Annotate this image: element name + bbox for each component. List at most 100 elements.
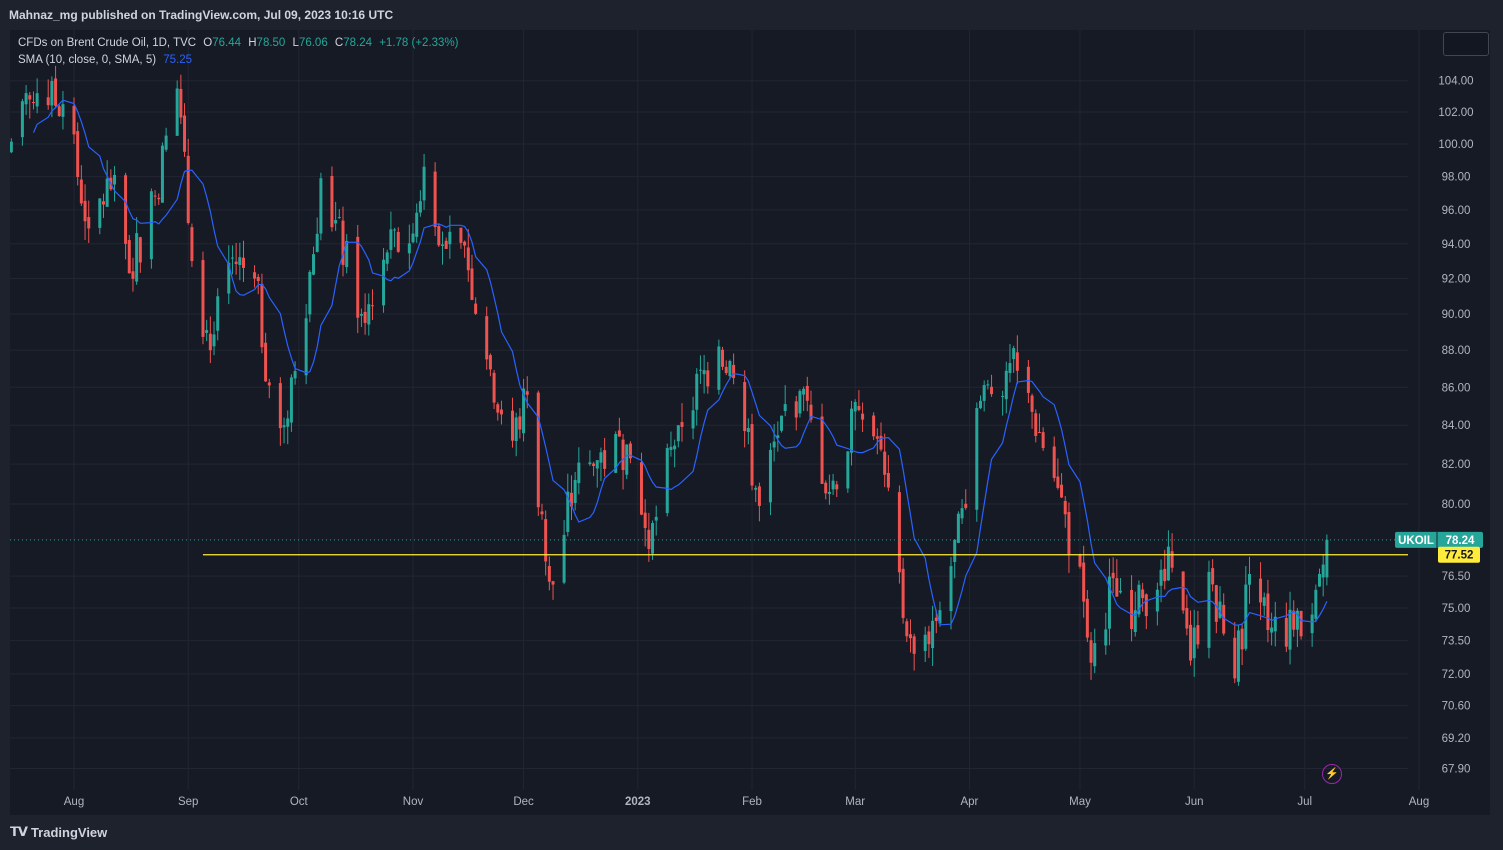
candle [746,418,750,445]
candle-body [1037,432,1041,434]
candle [1270,612,1274,646]
candle-body [805,385,809,401]
candle [923,626,927,662]
candle-body [669,446,673,450]
candle-body [1181,571,1185,611]
candle-body [820,416,824,484]
candle-body [1273,616,1277,632]
candle [872,412,876,440]
candle [824,480,828,500]
candle [544,510,548,576]
overlays: UKOIL 78.24 77.52 [10,531,1483,563]
candle [20,98,24,146]
candle [691,396,695,440]
time-tick-label: May [1069,796,1091,808]
time-tick-label: Feb [742,796,762,808]
candle-body [1144,594,1148,617]
chart-pane[interactable]: UKOIL 78.24 77.52 104.00 102.00 100.00 98.00 9… [10,30,1490,815]
candle [101,193,105,218]
candle-body [886,473,890,488]
candle [334,201,338,231]
candle-body [750,424,754,486]
candle [363,293,367,335]
candle-body [639,462,643,515]
last-price-label: 78.24 [1446,535,1475,547]
candle-body [547,565,551,582]
candle [698,355,702,384]
candle [1001,390,1005,416]
candle [1030,393,1034,429]
candle [382,247,386,313]
candle-body [956,513,960,543]
candle [514,412,518,457]
candle [536,390,540,517]
last-price-tag: UKOIL 78.24 [1395,531,1483,548]
candle [345,234,349,274]
candle [433,162,437,237]
candle [135,217,139,285]
candle-body [496,404,500,413]
candle [1089,632,1093,680]
candle [1310,603,1314,647]
price-tick-label: 94.00 [1442,239,1471,251]
candle-body [872,415,876,437]
chart-settings-box[interactable] [1443,32,1489,56]
candle-body [337,217,341,219]
candle [540,503,544,520]
candle [282,417,286,444]
candle [794,395,798,431]
candle-body [382,259,386,306]
sma-legend-row[interactable]: SMA (10, close, 0, SMA, 5) 75.25 [18,52,463,69]
candle [1233,621,1237,684]
candles [10,65,1329,686]
candle-body [1185,608,1189,629]
candle-body [754,487,758,490]
candle-body [625,444,629,475]
candle [732,353,736,385]
candle [124,172,128,260]
candle [1166,530,1170,581]
symbol-description: CFDs on Brent Crude Oil, 1D, TVC [18,37,197,49]
candle [1196,610,1200,649]
candle [308,269,312,323]
candle-body [105,178,109,207]
candle-body [153,195,157,197]
candle-body [573,479,577,503]
candle [964,489,968,510]
candle-body [802,388,806,395]
candle-body [393,229,397,231]
top-bar: Mahnaz_mg published on TradingView.com, … [0,0,1503,30]
candle-body [1236,630,1240,682]
symbol-legend-row[interactable]: CFDs on Brent Crude Oil, 1D, TVC O76.44 … [18,35,463,52]
tradingview-brand[interactable]: 𝗧𝗩 TradingView [10,824,107,840]
candle [1078,553,1082,569]
candle [256,273,260,295]
candle [190,223,194,267]
candle [886,455,890,492]
sma-value: 75.25 [163,54,193,66]
price-tick-label: 82.00 [1442,459,1471,471]
candle [831,473,835,496]
time-tick-label: Aug [64,796,84,808]
candle [695,368,699,426]
candle [717,339,721,395]
price-axis: 104.00 102.00 100.00 98.00 96.00 94.00 92.00 90… [1438,76,1473,776]
price-chart[interactable]: UKOIL 78.24 77.52 104.00 102.00 100.00 98.00 9… [10,30,1490,815]
candle-body [212,334,216,347]
candle-body [459,227,463,243]
candle-body [24,93,28,105]
candle [1218,586,1222,620]
candle-body [746,428,750,432]
candle [1207,560,1211,659]
candle-body [260,283,264,348]
candle [750,413,754,491]
candle-body [1288,609,1292,650]
candle-body [846,451,850,489]
candle-body [113,174,117,185]
candle-body [824,482,828,494]
lightning-icon[interactable]: ⚡ [1322,764,1342,784]
ohlc-close: C78.24 [334,37,373,49]
time-tick-label: Sep [178,796,198,808]
candle [547,556,551,591]
candle-body [964,503,968,508]
